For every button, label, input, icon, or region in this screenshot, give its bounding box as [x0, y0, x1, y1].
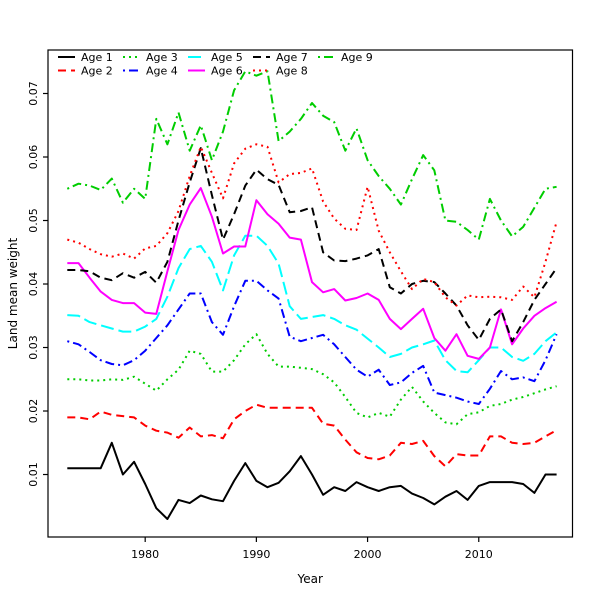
legend-label-age-1: Age 1 [81, 51, 113, 64]
series-line-age-4 [67, 279, 558, 405]
series-line-age-8 [67, 143, 558, 307]
x-tick-label: 1990 [242, 548, 270, 561]
series-line-age-5 [67, 234, 558, 374]
x-tick-label: 1980 [131, 548, 159, 561]
series-line-age-1 [67, 441, 557, 520]
y-tick-label: 0.07 [27, 81, 40, 106]
plot-frame [47, 49, 574, 538]
series-line-age-2 [67, 403, 558, 468]
legend-label-age-5: Age 5 [211, 51, 243, 64]
series-line-age-7 [67, 147, 558, 343]
x-axis-title: Year [297, 572, 323, 586]
y-tick-label: 0.03 [27, 335, 40, 360]
x-tick-label: 2000 [354, 548, 382, 561]
legend-label-age-4: Age 4 [146, 65, 178, 78]
legend-label-age-6: Age 6 [211, 65, 243, 78]
x-tick-label: 2010 [465, 548, 493, 561]
legend-label-age-8: Age 8 [276, 65, 308, 78]
y-axis-title: Land mean weight [6, 238, 20, 350]
series-line-age-6 [67, 187, 558, 360]
y-tick-label: 0.06 [27, 145, 40, 170]
y-tick-label: 0.02 [27, 399, 40, 424]
series-line-age-9 [66, 70, 557, 241]
legend-label-age-7: Age 7 [276, 51, 308, 64]
y-tick-label: 0.01 [27, 462, 40, 487]
legend-label-age-2: Age 2 [81, 65, 113, 78]
y-tick-label: 0.05 [27, 208, 40, 233]
y-tick-label: 0.04 [27, 272, 40, 297]
series-line-age-3 [67, 333, 557, 426]
legend-label-age-3: Age 3 [146, 51, 178, 64]
legend-label-age-9: Age 9 [341, 51, 373, 64]
